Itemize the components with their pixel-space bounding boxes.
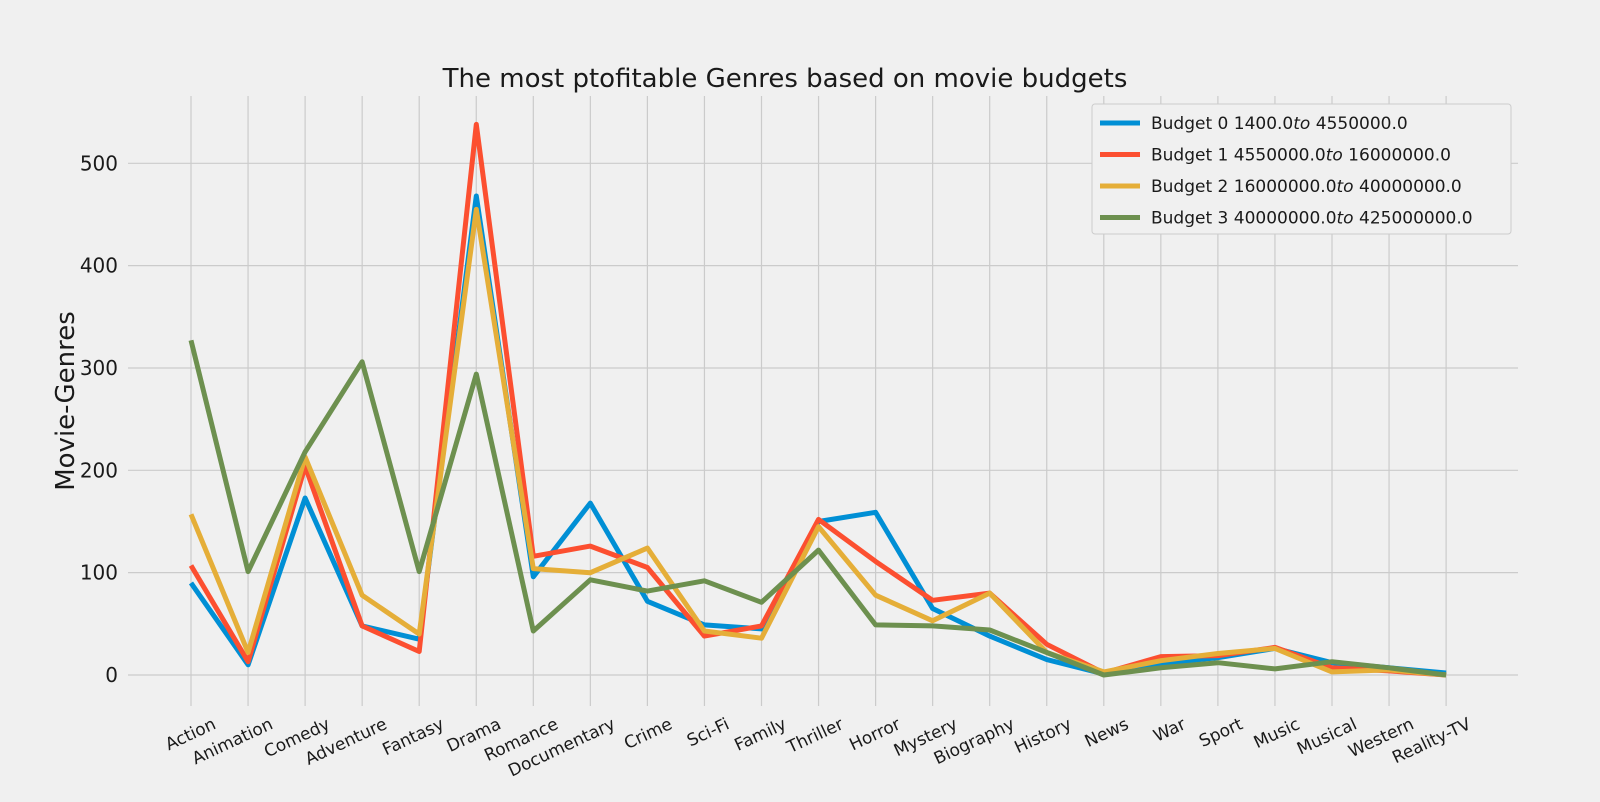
series-lines: [188, 121, 1447, 678]
legend-label-budget-0: Budget 0 1400.0to 4550000.0: [1151, 114, 1408, 134]
axis-ticks: ActionAnimationComedyAdventureFantasyDra…: [80, 151, 1475, 781]
x-tick-label: Sport: [1196, 714, 1246, 752]
legend-label-budget-2: Budget 2 16000000.0to 40000000.0: [1151, 177, 1462, 197]
x-tick-label: Fantasy: [380, 714, 448, 760]
legend-label-budget-3: Budget 3 40000000.0to 425000000.0: [1151, 209, 1473, 229]
x-tick-label: War: [1150, 714, 1188, 746]
y-axis-label: Movie-Genres: [51, 311, 81, 491]
y-tick-label: 200: [80, 458, 118, 482]
x-tick-label: Music: [1251, 714, 1303, 753]
series-line-budget-3: [188, 339, 1447, 678]
x-tick-label: Thriller: [783, 714, 847, 758]
legend-box: [1091, 103, 1512, 235]
x-tick-label: Crime: [621, 714, 675, 754]
y-tick-label: 500: [80, 151, 118, 175]
y-tick-label: 300: [80, 356, 118, 380]
x-tick-label: News: [1082, 714, 1132, 752]
legend: Budget 0 1400.0to 4550000.0 Budget 1 4550…: [1091, 103, 1512, 235]
y-tick-label: 100: [80, 561, 118, 585]
x-tick-label: Family: [732, 714, 790, 755]
y-tick-label: 400: [80, 254, 118, 278]
y-tick-label: 0: [105, 663, 118, 687]
chart-title: The most ptofitable Genres based on movi…: [442, 64, 1128, 94]
series-line-budget-2: [188, 206, 1447, 678]
x-tick-label: History: [1012, 714, 1075, 758]
x-tick-label: Sci-Fi: [684, 714, 733, 751]
legend-label-budget-1: Budget 1 4550000.0to 16000000.0: [1151, 146, 1451, 166]
